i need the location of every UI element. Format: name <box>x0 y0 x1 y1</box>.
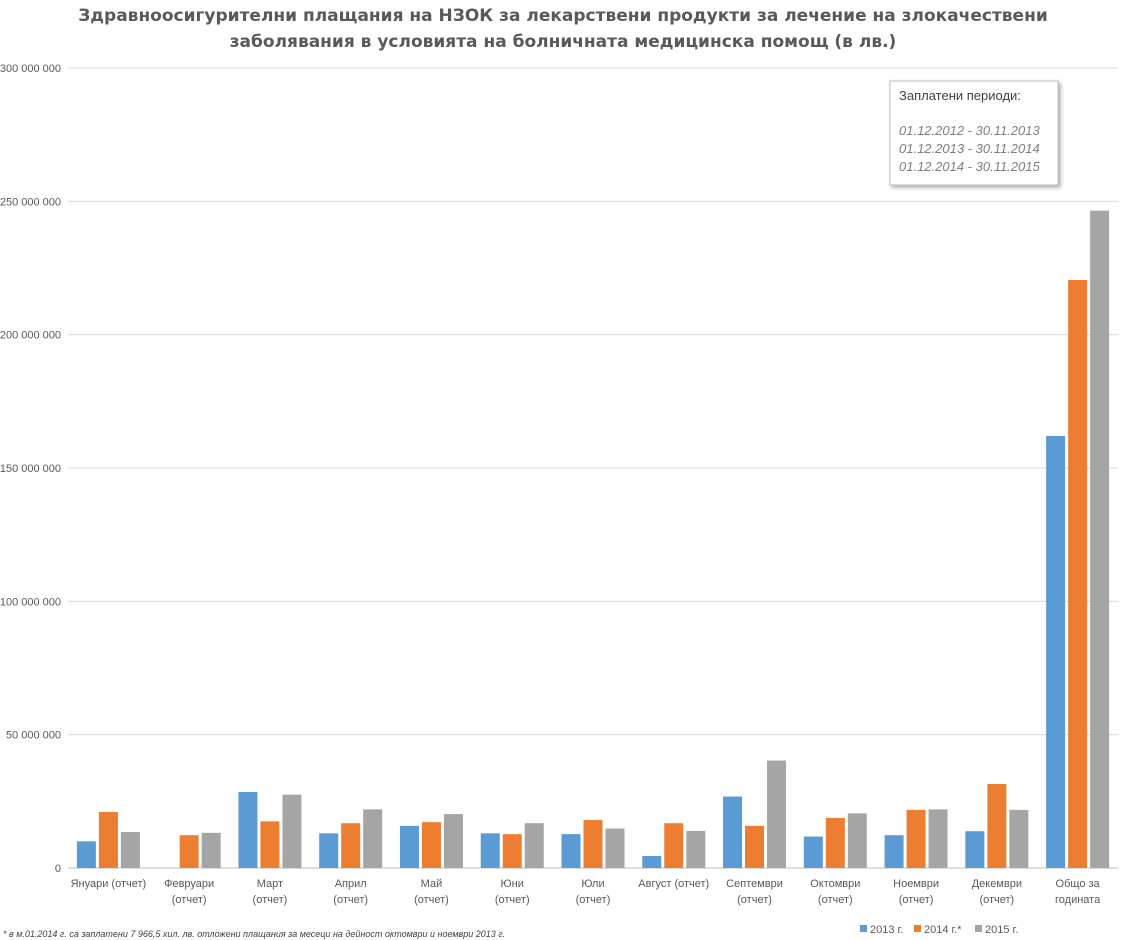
bars <box>76 210 1110 868</box>
bar <box>723 796 743 868</box>
x-axis-categories: Януари (отчет) Февруари (отчет) Март (отчет)… <box>71 878 1102 906</box>
y-tick-label: 150 000 000 <box>0 463 61 475</box>
bar <box>98 812 118 868</box>
legend-swatch <box>975 925 982 932</box>
bar <box>1046 436 1066 868</box>
x-tick-label: (отчет) <box>414 894 449 906</box>
bar <box>767 760 787 868</box>
bar <box>502 834 522 868</box>
x-tick-label: Март <box>257 878 283 890</box>
bar <box>76 841 96 868</box>
footnote: * в м.01.2014 г. са заплатени 7 966,5 хи… <box>3 929 505 939</box>
bar <box>928 809 948 868</box>
bar <box>421 822 441 868</box>
bar <box>399 825 419 868</box>
bar <box>605 828 625 868</box>
legend: 2013 г. 2014 г.* 2015 г. <box>860 924 1018 936</box>
bar <box>884 835 904 868</box>
x-tick-label: (отчет) <box>737 894 772 906</box>
y-tick-label: 300 000 000 <box>0 63 61 75</box>
bar <box>803 836 823 868</box>
bar <box>282 794 302 868</box>
x-tick-label: Общо за <box>1056 878 1101 890</box>
x-tick-label: Май <box>421 878 443 890</box>
x-tick-label: (отчет) <box>818 894 853 906</box>
bar <box>179 835 199 868</box>
annotation-line: 01.12.2013 - 30.11.2014 <box>899 141 1040 156</box>
bar <box>341 823 361 868</box>
x-tick-label: Септември <box>726 878 783 890</box>
bar <box>561 834 581 868</box>
bar <box>583 820 603 868</box>
x-tick-label: Юли <box>581 878 604 890</box>
y-tick-label: 50 000 000 <box>6 730 61 742</box>
x-tick-label: Януари (отчет) <box>71 878 147 890</box>
legend-swatch <box>914 925 921 932</box>
annotation-line: 01.12.2014 - 30.11.2015 <box>899 159 1040 174</box>
annotation-box: Заплатени периоди: 01.12.2012 - 30.11.20… <box>889 80 1059 186</box>
bar <box>1090 210 1110 868</box>
bar <box>664 823 684 868</box>
bar <box>1009 809 1029 868</box>
bar <box>260 821 280 868</box>
x-tick-label: (отчет) <box>333 894 368 906</box>
bar <box>524 823 544 868</box>
x-tick-label: (отчет) <box>979 894 1014 906</box>
bar <box>686 830 706 868</box>
x-tick-label: (отчет) <box>576 894 611 906</box>
legend-label: 2015 г. <box>985 924 1018 936</box>
chart-title-line-1: Здравноосигурителни плащания на НЗОК за … <box>78 6 1048 26</box>
legend-label: 2013 г. <box>870 924 903 936</box>
x-tick-label: (отчет) <box>899 894 934 906</box>
bar <box>363 809 383 868</box>
y-axis-ticks: 0 50 000 000 100 000 000 150 000 000 200 000… <box>0 63 61 875</box>
x-tick-label: Април <box>335 878 367 890</box>
y-tick-label: 250 000 000 <box>0 196 61 208</box>
x-tick-label: (отчет) <box>172 894 207 906</box>
x-tick-label: Август (отчет) <box>638 878 709 890</box>
x-tick-label: Юни <box>501 878 524 890</box>
x-tick-label: (отчет) <box>253 894 288 906</box>
annotation-title: Заплатени периоди: <box>899 88 1021 103</box>
x-tick-label: Октомври <box>810 878 860 890</box>
bar <box>847 813 867 868</box>
y-tick-label: 0 <box>55 863 61 875</box>
x-tick-label: (отчет) <box>495 894 530 906</box>
annotation-line: 01.12.2012 - 30.11.2013 <box>899 123 1040 138</box>
bar <box>480 833 500 868</box>
bar <box>201 832 221 868</box>
x-tick-label: Февруари <box>164 878 214 890</box>
bar <box>987 784 1007 868</box>
chart-title-line-2: заболявания в условията на болничната ме… <box>230 32 897 52</box>
bar <box>642 856 662 868</box>
bar <box>825 817 845 868</box>
bar <box>745 825 765 868</box>
x-tick-label: Ноември <box>893 878 939 890</box>
legend-label: 2014 г.* <box>924 924 962 936</box>
bar <box>120 832 140 868</box>
bar <box>238 792 258 868</box>
bar <box>443 814 463 868</box>
legend-swatch <box>860 925 867 932</box>
y-tick-label: 200 000 000 <box>0 330 61 342</box>
gridlines <box>68 67 1118 869</box>
y-tick-label: 100 000 000 <box>0 596 61 608</box>
x-tick-label: Декември <box>972 878 1022 890</box>
bar <box>965 831 985 868</box>
x-tick-label: годината <box>1055 894 1101 906</box>
bar <box>906 809 926 868</box>
bar <box>319 833 339 868</box>
bar <box>1068 280 1088 868</box>
